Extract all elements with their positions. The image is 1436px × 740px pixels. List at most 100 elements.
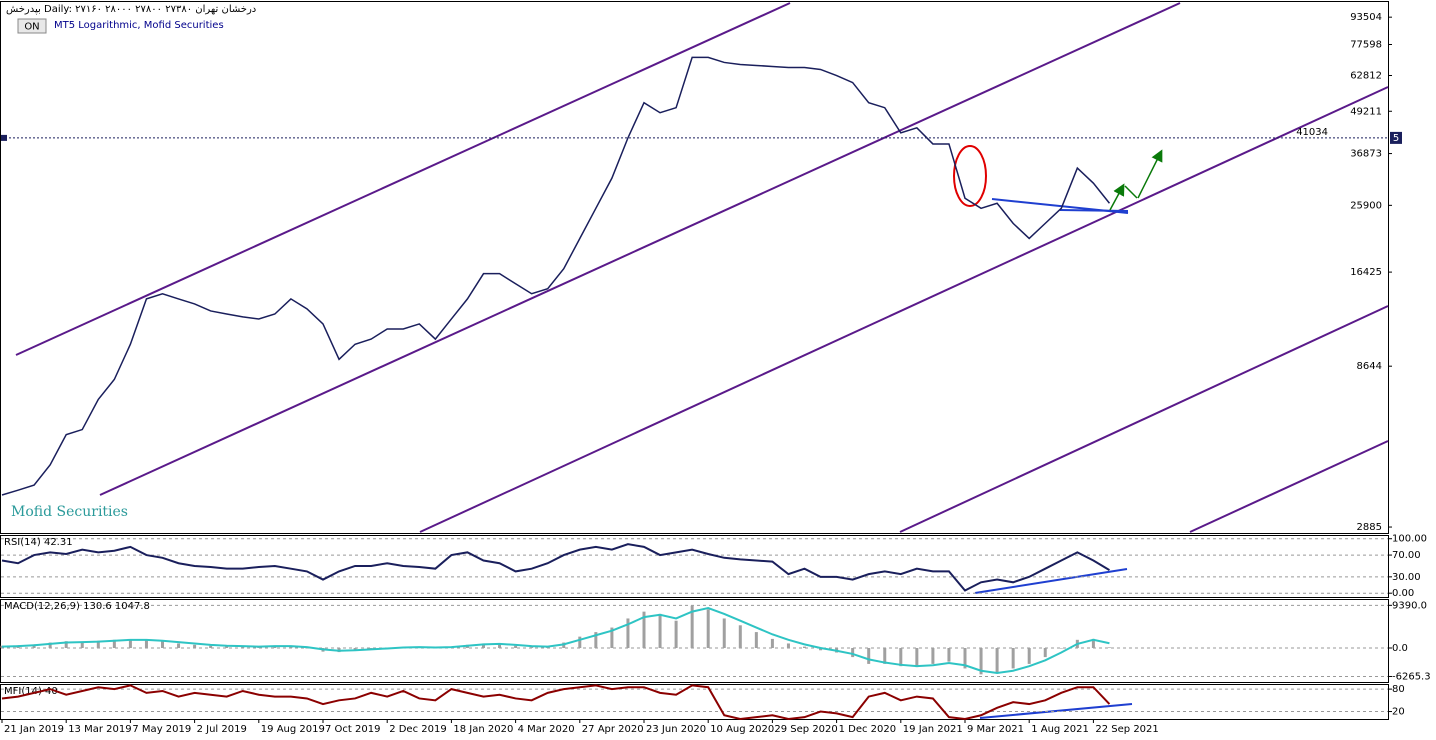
y-tick-label: 0.0 [1392, 643, 1408, 654]
channel-line [419, 86, 1389, 533]
histogram-bar [738, 625, 742, 648]
histogram-bar [626, 618, 630, 648]
indicator-title: RSI(14) 42.31 [4, 537, 73, 548]
x-tick-label: 21 Jan 2019 [4, 724, 64, 735]
x-tick-label: 23 Jun 2020 [646, 724, 706, 735]
arrow [1109, 183, 1125, 211]
histogram-bar [144, 640, 148, 648]
y-tick-label: 16425 [1350, 267, 1382, 278]
histogram-bar [706, 609, 710, 648]
histogram-bar [1091, 638, 1095, 648]
histogram-bar [803, 646, 806, 648]
highlight-ellipse [953, 145, 987, 207]
mfi-panel [0, 684, 1389, 720]
channel-lines [15, 2, 1389, 533]
histogram-bar [899, 648, 903, 667]
histogram-bar [241, 646, 245, 648]
histogram-bar [1027, 648, 1031, 664]
x-tick-label: 19 Jan 2021 [903, 724, 963, 735]
mfi-trend-line [979, 703, 1133, 719]
x-tick-label: 4 Mar 2020 [518, 724, 575, 735]
histogram-bar [1043, 648, 1047, 658]
histogram-bar [96, 640, 100, 648]
histogram-bar [1011, 648, 1015, 669]
y-tick-label: 8644 [1357, 361, 1382, 372]
signal-line [1, 606, 1110, 675]
channel-line [99, 2, 1181, 496]
histogram-bar [963, 648, 967, 669]
histogram-bar [161, 641, 164, 648]
y-tick-label: 100.00 [1392, 534, 1427, 545]
histogram-bar [498, 643, 502, 648]
x-tick-label: 27 Apr 2020 [582, 724, 644, 735]
x-tick-label: 18 Jan 2020 [453, 724, 513, 735]
histogram-bar [1059, 648, 1063, 649]
symbol-line: بپدرخش Daily: ۲۷۱۶۰ ۲۸۰۰۰ ۲۷۸۰۰ ۲۷۳۸۰ در… [6, 4, 256, 15]
y-tick-label: 25900 [1350, 200, 1382, 211]
chart-description: MT5 Logarithmic, Mofid Securities [54, 20, 224, 31]
channel-line [1189, 440, 1389, 533]
histogram-bar [883, 648, 887, 664]
series-line [1, 56, 1111, 496]
histogram-bar [658, 613, 662, 648]
histogram-bar [642, 611, 646, 648]
x-tick-label: 29 Sep 2020 [774, 724, 837, 735]
histogram-bar [770, 638, 774, 648]
on-button-label[interactable]: ON [24, 22, 39, 33]
series-line [1, 543, 1110, 592]
histogram-bar [867, 648, 871, 664]
macd-panel [0, 599, 1389, 683]
histogram-bar [225, 646, 229, 648]
y-tick-label: 49211 [1350, 106, 1382, 117]
histogram-bar [514, 645, 518, 648]
y-tick-label: 80 [1392, 684, 1405, 695]
histogram-bar [786, 643, 790, 648]
rsi-trend-line [974, 568, 1128, 594]
histogram-bar [674, 620, 678, 648]
histogram-bar [177, 643, 181, 648]
histogram-bar [305, 648, 309, 649]
channel-line [899, 305, 1389, 533]
histogram-bar [722, 618, 726, 648]
histogram-bar [947, 648, 951, 662]
arrow [1124, 185, 1138, 199]
histogram-bar [128, 639, 132, 648]
x-tick-label: 22 Sep 2021 [1095, 724, 1158, 735]
y-tick-label: -6265.3 [1392, 671, 1431, 682]
x-tick-label: 13 Mar 2019 [68, 724, 131, 735]
x-tick-label: 1 Dec 2020 [839, 724, 897, 735]
histogram-bar [594, 632, 598, 648]
watermark: Mofid Securities [11, 504, 128, 520]
projection-arrows [1109, 149, 1163, 211]
price-marker-box [1390, 131, 1402, 144]
indicator-title: MACD(12,26,9) 130.6 1047.8 [4, 601, 150, 612]
histogram-bar [530, 647, 534, 648]
price-line-label: 41034 [1296, 127, 1328, 138]
x-tick-label: 1 Aug 2021 [1031, 724, 1089, 735]
y-tick-label: 93504 [1350, 12, 1382, 23]
histogram-bar [931, 648, 935, 664]
y-tick-label: 70.00 [1392, 550, 1421, 561]
y-tick-label: 0.00 [1392, 588, 1414, 599]
histogram-bar [690, 605, 694, 648]
histogram-bar [610, 627, 614, 648]
on-button[interactable] [17, 18, 47, 34]
histogram-bar [819, 648, 823, 651]
rsi-panel [0, 535, 1389, 598]
y-tick-label: 77598 [1350, 40, 1382, 51]
y-tick-label: 30.00 [1392, 572, 1421, 583]
channel-line [15, 2, 791, 356]
histogram-bar [193, 644, 197, 648]
histogram-bar [851, 648, 855, 658]
histogram-bar [995, 648, 999, 673]
x-tick-label: 7 Oct 2019 [325, 724, 380, 735]
x-tick-label: 10 Aug 2020 [710, 724, 774, 735]
x-tick-label: 2 Dec 2019 [389, 724, 447, 735]
histogram-bar [209, 645, 213, 648]
y-tick-label: 20 [1392, 707, 1405, 718]
y-tick-label: 2885 [1357, 522, 1382, 533]
histogram-bar [754, 632, 758, 648]
histogram-bar [353, 648, 357, 650]
x-tick-label: 7 May 2019 [132, 724, 191, 735]
